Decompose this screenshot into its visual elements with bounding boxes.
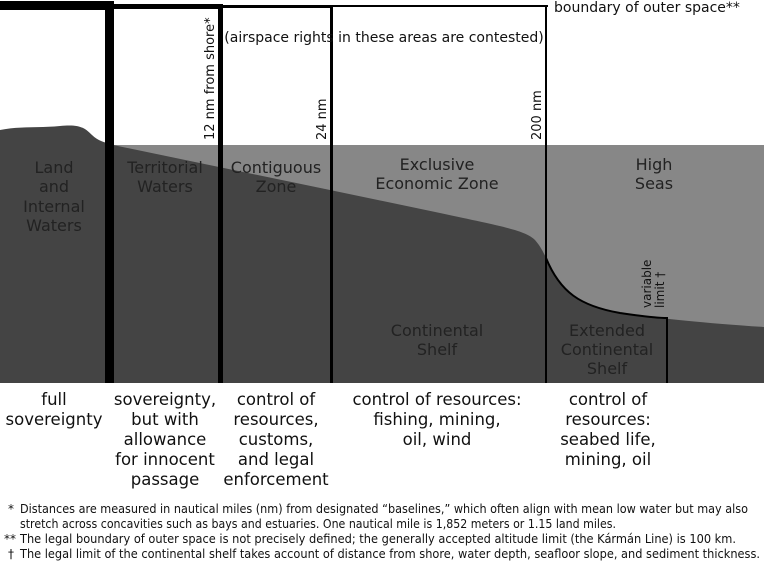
zone-extended-shelf: Extended Continental Shelf <box>561 321 653 378</box>
rights-text: customs, <box>239 430 314 449</box>
land-and-seabed <box>0 125 764 383</box>
rights-text: control of <box>569 390 649 409</box>
zone-text: Land <box>34 158 73 177</box>
top-boundary-eez <box>332 5 548 7</box>
rights-text: resources, <box>233 410 318 429</box>
rights-contiguous: control of resources, customs, and legal… <box>223 390 329 489</box>
zone-text: and <box>39 177 69 196</box>
rights-text: enforcement <box>223 470 329 489</box>
rights-text: but with <box>131 410 199 429</box>
top-boundary-territorial <box>113 4 222 9</box>
zone-eez: Exclusive Economic Zone <box>375 155 498 193</box>
rights-text: control of resources: <box>352 390 521 409</box>
line-12nm <box>218 4 223 383</box>
footnote-text: The legal boundary of outer space is not… <box>19 532 736 546</box>
airspace-label: (airspace rights in these areas are cont… <box>224 30 543 46</box>
label-variable: variable <box>640 260 654 308</box>
rights-high-seas: control of resources: seabed life, minin… <box>560 390 656 469</box>
rights-text: allowance <box>124 430 207 449</box>
zone-text: Contiguous <box>231 158 321 177</box>
rights-eez: control of resources: fishing, mining, o… <box>352 390 521 449</box>
footnote-mark: † <box>8 547 14 561</box>
label-24nm: 24 nm <box>315 98 330 140</box>
zone-text: Extended <box>569 321 645 340</box>
rights-text: for innocent <box>115 450 215 469</box>
rights-territorial: sovereignty, but with allowance for inno… <box>114 390 216 489</box>
label-12nm: 12 nm from shore* <box>203 17 218 140</box>
zone-high-seas: High Seas <box>635 155 673 193</box>
zone-text: Seas <box>635 174 673 193</box>
rights-text: and legal <box>238 450 314 469</box>
label-limit: limit † <box>653 272 667 308</box>
zone-text: Waters <box>137 177 193 196</box>
zone-text: Continental <box>391 321 483 340</box>
rights-text: seabed life, <box>560 430 656 449</box>
rights-text: full <box>41 390 66 409</box>
footnote-mark: * <box>8 502 14 516</box>
top-boundary-land <box>0 1 113 10</box>
zone-text: Internal <box>23 197 85 216</box>
footnote-text: Distances are measured in nautical miles… <box>20 502 748 516</box>
footnote-text: stretch across concavities such as bays … <box>20 517 616 531</box>
label-200nm: 200 nm <box>530 90 545 140</box>
zone-text: Shelf <box>587 359 628 378</box>
baseline-line <box>105 1 114 383</box>
zone-text: Economic Zone <box>375 174 498 193</box>
top-boundary-contiguous <box>222 5 332 8</box>
footnote-mark: ** <box>4 532 16 546</box>
line-200nm <box>545 5 547 383</box>
zone-land: Land and Internal Waters <box>23 158 85 235</box>
extended-shelf-boundary <box>545 257 668 383</box>
line-24nm <box>330 5 333 383</box>
zone-text: Shelf <box>417 340 458 359</box>
rights-land: full sovereignty <box>6 390 103 429</box>
footnote-text: The legal limit of the continental shelf… <box>19 547 760 561</box>
footnotes: * Distances are measured in nautical mil… <box>4 502 760 561</box>
zone-text: High <box>636 155 673 174</box>
zone-text: Territorial <box>126 158 203 177</box>
rights-text: oil, wind <box>403 430 472 449</box>
rights-text: sovereignty, <box>114 390 216 409</box>
zone-text: Waters <box>26 216 82 235</box>
rights-text: resources: <box>565 410 651 429</box>
zone-text: Exclusive <box>400 155 475 174</box>
rights-text: fishing, mining, <box>373 410 500 429</box>
zone-continental-shelf: Continental Shelf <box>391 321 483 359</box>
rights-text: mining, oil <box>565 450 651 469</box>
rights-text: sovereignty <box>6 410 103 429</box>
rights-text: passage <box>131 470 200 489</box>
zone-contiguous: Contiguous Zone <box>231 158 321 196</box>
zone-text: Zone <box>256 177 297 196</box>
zone-territorial: Territorial Waters <box>126 158 203 196</box>
zone-text: Continental <box>561 340 653 359</box>
outer-space-label: boundary of outer space** <box>554 0 740 16</box>
rights-text: control of <box>237 390 317 409</box>
